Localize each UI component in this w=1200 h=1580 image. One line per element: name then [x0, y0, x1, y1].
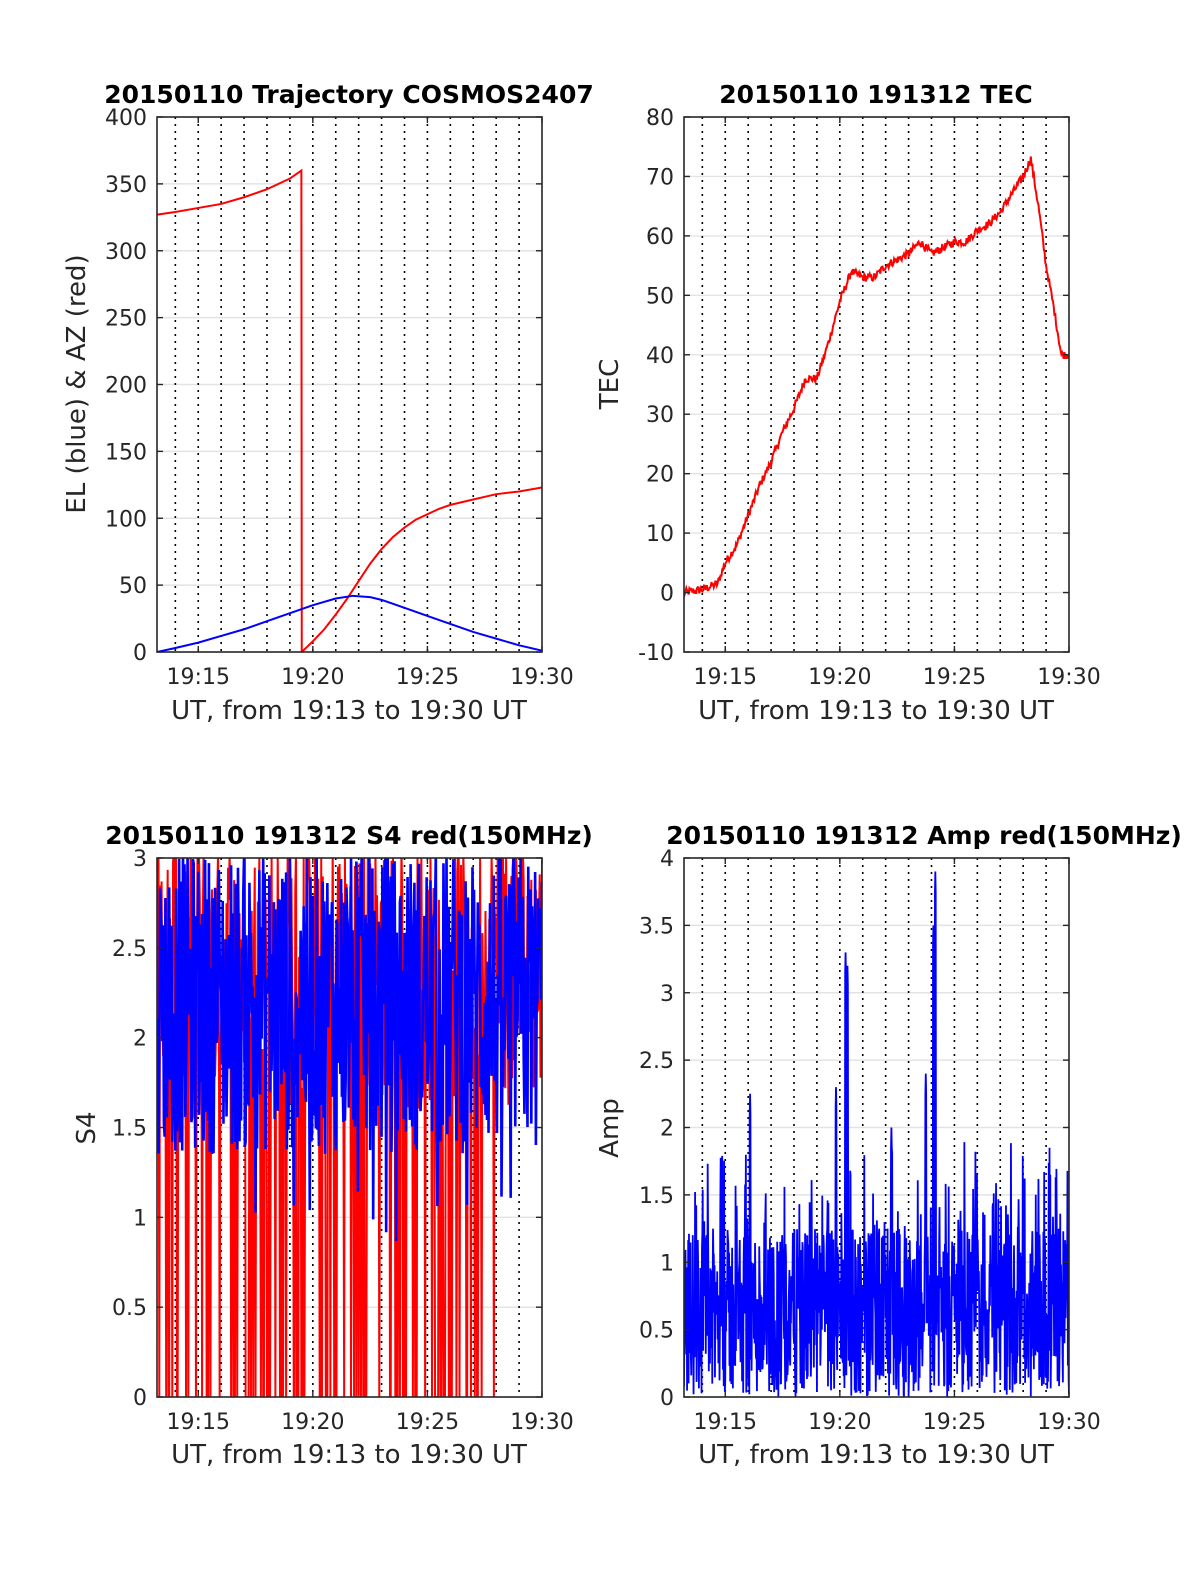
- y-tick-label: 0: [133, 1386, 147, 1411]
- y-tick-label: 80: [646, 106, 674, 131]
- y-tick-label: 40: [646, 344, 674, 369]
- y-tick-label: 0: [660, 582, 674, 607]
- plot-area: [157, 858, 542, 1397]
- y-tick-label: 3: [133, 847, 147, 872]
- y-tick-label: 300: [105, 240, 147, 265]
- x-tick-label: 19:25: [396, 665, 459, 690]
- x-axis-label: UT, from 19:13 to 19:30 UT: [171, 1440, 527, 1470]
- y-tick-label: 30: [646, 403, 674, 428]
- x-tick-label: 19:15: [167, 1410, 230, 1435]
- series-el-line: [157, 594, 542, 652]
- grid: [684, 117, 1069, 652]
- series-tec-line: [684, 156, 1069, 598]
- x-tick-label: 19:15: [694, 1410, 757, 1435]
- y-tick-label: 2: [660, 1117, 674, 1142]
- y-tick-label: 200: [105, 374, 147, 399]
- y-tick-label: 50: [646, 284, 674, 309]
- x-tick-label: 19:15: [694, 665, 757, 690]
- series-s4-blue-line: [157, 858, 542, 1241]
- x-tick-label: 19:30: [510, 665, 573, 690]
- y-axis-label: Amp: [595, 1098, 625, 1158]
- y-tick-label: 350: [105, 173, 147, 198]
- y-axis-label: S4: [72, 1111, 102, 1144]
- y-tick-label: 3: [660, 982, 674, 1007]
- panel-amp: 0 0.5 1 1.5 2 2.5 3 3.5 4 19:15 19:20 19:25 19:30 20…: [595, 821, 1182, 1470]
- y-tick-label: 60: [646, 225, 674, 250]
- y-axis-label: TEC: [595, 359, 625, 410]
- plot-area: [157, 168, 542, 652]
- chart-title: 20150110 191312 Amp red(150MHz): [666, 821, 1182, 850]
- y-tick-label: 150: [105, 440, 147, 465]
- y-tick-label: 50: [119, 574, 147, 599]
- x-tick-label: 19:30: [510, 1410, 573, 1435]
- y-tick-label: 1: [133, 1206, 147, 1231]
- y-tick-label: 0: [133, 641, 147, 666]
- ticks: 0 0.5 1 1.5 2 2.5 3 19:15 19:20 19:25 19:30: [112, 847, 574, 1435]
- grid: [157, 117, 542, 652]
- y-tick-label: 0: [660, 1386, 674, 1411]
- x-axis-label: UT, from 19:13 to 19:30 UT: [171, 696, 527, 726]
- y-axis-label: EL (blue) & AZ (red): [62, 254, 92, 513]
- series-az-line: [157, 168, 542, 652]
- panel-tec: -10 0 10 20 30 40 50 60 70 80 19:15 19:20 19:25 19:30…: [595, 80, 1101, 726]
- chart-title: 20150110 Trajectory COSMOS2407: [104, 80, 594, 109]
- x-tick-label: 19:20: [808, 665, 871, 690]
- axes-box: [683, 116, 1070, 653]
- y-tick-label: 400: [105, 106, 147, 131]
- y-tick-label: 2.5: [639, 1049, 674, 1074]
- x-tick-label: 19:30: [1037, 665, 1100, 690]
- x-tick-label: 19:20: [808, 1410, 871, 1435]
- y-tick-label: 2: [133, 1027, 147, 1052]
- y-tick-label: 10: [646, 522, 674, 547]
- y-tick-label: 1.5: [639, 1184, 674, 1209]
- x-axis-label: UT, from 19:13 to 19:30 UT: [698, 1440, 1054, 1470]
- ticks: 0 0.5 1 1.5 2 2.5 3 3.5 4 19:15 19:20 19:25 19:30: [639, 847, 1101, 1435]
- chart-title: 20150110 191312 TEC: [719, 80, 1032, 109]
- y-tick-label: 250: [105, 307, 147, 332]
- y-tick-label: 2.5: [112, 937, 147, 962]
- y-tick-label: 0.5: [639, 1319, 674, 1344]
- panel-trajectory: 0 50 100 150 200 250 300 350 400 19:15 19:20 19:25 1…: [62, 80, 594, 726]
- y-tick-label: 100: [105, 507, 147, 532]
- y-tick-label: 4: [660, 847, 674, 872]
- x-tick-label: 19:15: [167, 665, 230, 690]
- y-tick-label: 0.5: [112, 1296, 147, 1321]
- x-tick-label: 19:20: [281, 1410, 344, 1435]
- y-tick-label: 20: [646, 463, 674, 488]
- y-tick-label: 1: [660, 1251, 674, 1276]
- plot-area: [684, 156, 1069, 598]
- y-tick-label: -10: [638, 641, 674, 666]
- panel-s4: 0 0.5 1 1.5 2 2.5 3 19:15 19:20 19:25 19:30 201501…: [72, 821, 593, 1470]
- x-tick-label: 19:25: [923, 665, 986, 690]
- ticks: -10 0 10 20 30 40 50 60 70 80 19:15 19:20 19:25 19:30: [638, 106, 1101, 690]
- chart-title: 20150110 191312 S4 red(150MHz): [105, 821, 593, 850]
- x-tick-label: 19:25: [396, 1410, 459, 1435]
- series-amp-line: [684, 871, 1069, 1397]
- y-tick-label: 70: [646, 165, 674, 190]
- x-axis-label: UT, from 19:13 to 19:30 UT: [698, 696, 1054, 726]
- x-tick-label: 19:25: [923, 1410, 986, 1435]
- x-tick-label: 19:30: [1037, 1410, 1100, 1435]
- x-tick-label: 19:20: [281, 665, 344, 690]
- y-tick-label: 3.5: [639, 914, 674, 939]
- y-tick-label: 1.5: [112, 1117, 147, 1142]
- plot-area: [684, 871, 1069, 1397]
- ticks: 0 50 100 150 200 250 300 350 400 19:15 19:20 19:25 1…: [105, 106, 574, 690]
